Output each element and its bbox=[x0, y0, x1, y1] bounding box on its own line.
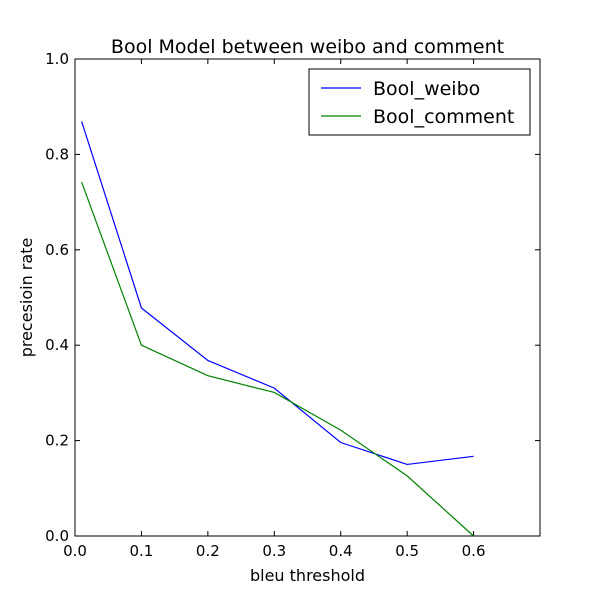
plot-frame bbox=[74, 58, 541, 537]
plot-area: 0.0 0.1 0.2 0.3 0.4 0.5 0.6 0.0 0.2 0.4 0.6 0.8 1.0 bbox=[45, 50, 541, 560]
x-tick-label: 0.1 bbox=[129, 542, 153, 560]
y-tick-label: 0.2 bbox=[45, 432, 69, 450]
series-line-bool-comment bbox=[81, 181, 474, 537]
x-tick-label: 0.3 bbox=[262, 542, 286, 560]
x-tick-label: 0.0 bbox=[63, 542, 87, 560]
x-tick-label: 0.2 bbox=[196, 542, 220, 560]
legend-box bbox=[308, 68, 531, 136]
y-tick-label: 0.0 bbox=[45, 527, 69, 545]
y-tick-label: 0.6 bbox=[45, 241, 69, 259]
ticks: 0.0 0.1 0.2 0.3 0.4 0.5 0.6 0.0 0.2 0.4 0.6 0.8 1.0 bbox=[45, 50, 540, 560]
chart-title: Bool Model between weibo and comment bbox=[111, 36, 504, 58]
x-tick-label: 0.4 bbox=[329, 542, 353, 560]
legend-label: Bool_weibo bbox=[373, 78, 480, 100]
x-tick-label: 0.5 bbox=[395, 542, 419, 560]
y-tick-label: 0.4 bbox=[45, 336, 69, 354]
y-tick-label: 0.8 bbox=[45, 145, 69, 163]
y-axis-label: precesioin rate bbox=[17, 238, 36, 358]
series-line-bool-weibo bbox=[81, 121, 474, 466]
series-lines bbox=[81, 121, 474, 537]
x-tick-label: 0.6 bbox=[462, 542, 486, 560]
legend-label: Bool_comment bbox=[373, 106, 514, 128]
legend: Bool_weibo Bool_comment bbox=[308, 68, 531, 136]
y-tick-label: 1.0 bbox=[45, 50, 69, 68]
x-axis-label: bleu threshold bbox=[250, 566, 365, 585]
